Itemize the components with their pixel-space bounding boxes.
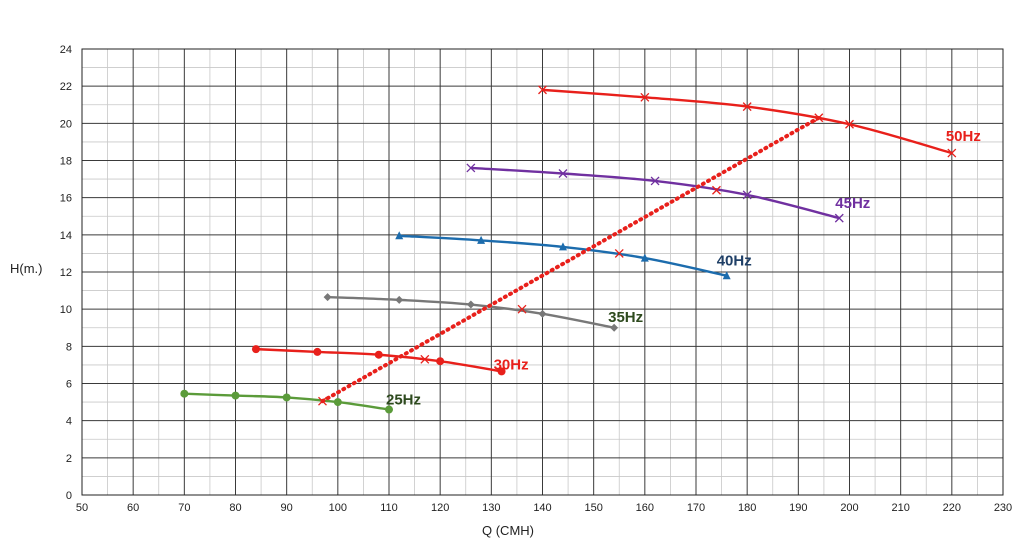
x-tick-label: 180 xyxy=(738,502,756,514)
series-label-25hz: 25Hz xyxy=(386,392,421,409)
data-point-25hz xyxy=(385,405,393,414)
series-label-35hz: 35Hz xyxy=(608,309,643,326)
data-point-30hz xyxy=(251,345,260,354)
y-tick-label: 14 xyxy=(60,230,72,242)
data-point-35hz xyxy=(466,300,475,309)
y-tick-label: 20 xyxy=(60,118,72,130)
dotted-line-point xyxy=(712,185,721,195)
y-tick-label: 8 xyxy=(66,341,72,353)
series-label-45hz: 45Hz xyxy=(835,195,870,212)
y-tick-label: 24 xyxy=(60,44,72,56)
series-label-50hz: 50Hz xyxy=(946,128,981,145)
x-tick-label: 160 xyxy=(636,502,654,514)
y-tick-label: 16 xyxy=(60,193,72,205)
data-point-50hz xyxy=(640,92,650,102)
data-point-40hz xyxy=(395,231,404,240)
x-tick-label: 50 xyxy=(76,502,88,514)
series-35hz xyxy=(323,293,619,332)
series-45hz xyxy=(466,163,844,223)
data-point-25hz xyxy=(282,393,291,402)
x-tick-label: 90 xyxy=(281,502,293,514)
data-point-30hz xyxy=(313,347,322,356)
data-point-30hz xyxy=(436,357,445,366)
series-30hz xyxy=(251,345,506,376)
data-point-45hz xyxy=(834,213,844,223)
data-point-35hz xyxy=(323,293,332,302)
dotted-line xyxy=(320,115,821,404)
x-tick-label: 200 xyxy=(840,502,858,514)
data-point-40hz xyxy=(477,235,486,244)
series-labels: 25Hz 30Hz 35Hz 40Hz 45Hz 50Hz xyxy=(386,128,981,408)
data-point-25hz xyxy=(231,391,240,400)
series-40hz xyxy=(395,231,731,280)
x-tick-label: 130 xyxy=(482,502,500,514)
y-tick-label: 4 xyxy=(66,416,72,428)
x-tick-label: 210 xyxy=(891,502,909,514)
series-group xyxy=(180,85,957,414)
y-tick-label: 12 xyxy=(60,267,72,279)
series-label-30hz: 30Hz xyxy=(494,356,529,373)
data-point-50hz xyxy=(947,148,957,158)
x-tick-label: 120 xyxy=(431,502,449,514)
efficiency-dotted-line xyxy=(318,113,824,406)
y-tick-label: 22 xyxy=(60,81,72,93)
x-tick-label: 110 xyxy=(380,502,398,514)
x-tick-label: 150 xyxy=(584,502,602,514)
x-axis-label: Q (CMH) xyxy=(482,523,534,538)
data-point-40hz xyxy=(722,271,731,280)
x-tick-label: 100 xyxy=(329,502,347,514)
data-point-35hz xyxy=(610,323,619,332)
y-tick-label: 2 xyxy=(66,453,72,465)
x-tick-label: 230 xyxy=(994,502,1012,514)
x-tick-label: 80 xyxy=(229,502,241,514)
series-50hz xyxy=(538,85,957,158)
plot-frame xyxy=(81,48,1004,496)
data-point-35hz xyxy=(395,295,404,304)
data-point-40hz xyxy=(640,253,649,262)
dotted-line-point xyxy=(814,113,824,123)
data-point-50hz xyxy=(845,119,854,129)
y-tick-label: 0 xyxy=(66,490,72,502)
y-tick-label: 6 xyxy=(66,379,72,391)
data-point-50hz xyxy=(742,102,752,112)
x-tick-label: 140 xyxy=(533,502,551,514)
axes xyxy=(81,48,1004,496)
data-point-25hz xyxy=(333,398,342,407)
dotted-line-point xyxy=(420,354,430,364)
data-point-45hz xyxy=(466,163,476,173)
data-point-40hz xyxy=(558,242,567,251)
x-tick-label: 170 xyxy=(687,502,705,514)
data-point-50hz xyxy=(538,85,547,95)
data-point-35hz xyxy=(538,309,547,318)
x-tick-label: 190 xyxy=(789,502,807,514)
x-tick-label: 70 xyxy=(178,502,190,514)
x-tick-label: 220 xyxy=(943,502,961,514)
dotted-line-point xyxy=(614,248,624,258)
data-point-30hz xyxy=(374,350,383,359)
series-line-40hz xyxy=(399,234,727,277)
y-tick-label: 10 xyxy=(60,304,72,316)
data-point-30hz xyxy=(497,367,506,376)
x-tick-label: 60 xyxy=(127,502,139,514)
dotted-line-point xyxy=(318,396,327,406)
major-grid xyxy=(81,48,1004,496)
series-label-40hz: 40Hz xyxy=(717,253,752,270)
data-point-25hz xyxy=(180,389,189,398)
data-point-45hz xyxy=(558,169,568,178)
tick-labels: 50 60 70 80 90 100 110 120 130 140 150 160 170 180 190… xyxy=(60,44,1012,514)
series-25hz xyxy=(180,389,393,414)
y-tick-label: 18 xyxy=(60,156,72,168)
data-point-45hz xyxy=(742,190,752,200)
dotted-line-point xyxy=(517,304,527,314)
data-point-45hz xyxy=(650,176,660,186)
y-axis-label: H(m.) xyxy=(10,261,43,276)
